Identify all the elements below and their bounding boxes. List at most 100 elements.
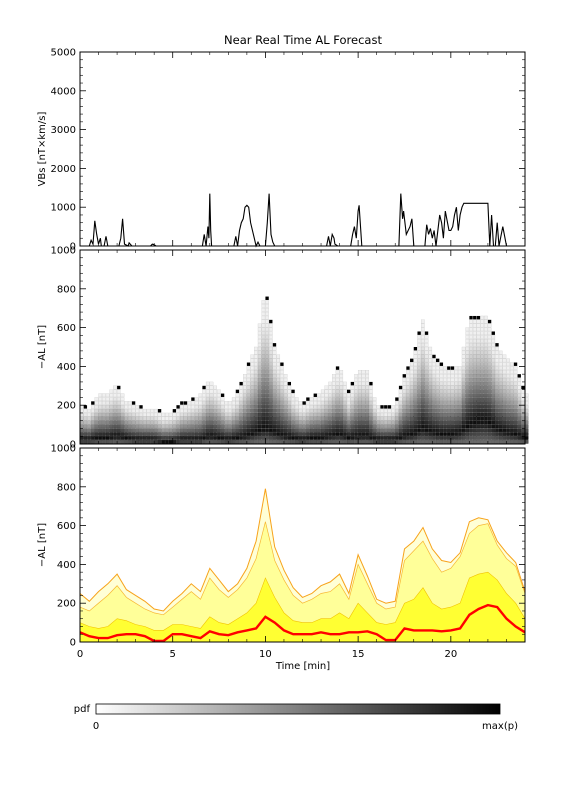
pdf-cell (213, 439, 217, 444)
pdf-cell (243, 408, 247, 413)
pdf-cell (320, 436, 325, 440)
pdf-cell (116, 416, 121, 421)
pdf-cell (165, 412, 169, 417)
pdf-cell (198, 428, 203, 433)
pdf-cell (361, 389, 366, 394)
pdf-cell (472, 362, 477, 367)
pdf-cell (87, 439, 91, 444)
pdf-cell (124, 416, 128, 421)
pdf-cell (116, 397, 121, 402)
pdf-cell (317, 401, 321, 405)
pdf-cell (521, 412, 525, 417)
pdf-cell (261, 393, 266, 398)
pdf-cell (417, 374, 421, 378)
wide-band-line (79, 521, 526, 616)
pdf-cell (406, 436, 410, 440)
pdf-cell (205, 385, 210, 390)
pdf-cell (265, 335, 269, 339)
pdf-cell (350, 436, 355, 440)
pdf-cell (458, 381, 462, 386)
pdf-cell (487, 405, 492, 409)
pdf-cell (413, 424, 418, 429)
pdf-cell (484, 416, 488, 421)
pdf-cell (335, 389, 340, 394)
pdf-cell (198, 432, 203, 436)
pdf-cell (268, 393, 273, 398)
pdf-cell (469, 432, 473, 436)
pdf-cell (406, 385, 410, 390)
pdf-cell (502, 366, 507, 370)
pdf-cell (435, 424, 440, 429)
pdf-cell (380, 436, 384, 440)
pdf-cell (161, 420, 166, 425)
pdf-cell (291, 428, 295, 433)
pdf-cell (443, 424, 447, 429)
pdf-cell (465, 346, 470, 351)
pdf-cell (257, 408, 262, 413)
pdf-cell (94, 420, 99, 425)
pdf-cell (510, 362, 514, 367)
pdf-cell (168, 439, 173, 444)
pdf-cell (291, 408, 295, 413)
pdf-cell (421, 385, 425, 390)
pdf-cell (254, 393, 258, 398)
pdf-cell (469, 385, 473, 390)
pdf-cell (417, 385, 421, 390)
pdf-cell (183, 432, 188, 436)
pdf-cell (261, 339, 266, 343)
pdf-cell (413, 428, 418, 433)
pdf-cell (428, 439, 433, 444)
pdf-cell (254, 374, 258, 378)
pdf-cell (480, 439, 484, 444)
pdf-cell (120, 420, 125, 425)
pdf-cell (243, 389, 247, 394)
pdf-cell (302, 416, 306, 421)
pdf-cell (387, 428, 392, 433)
pdf-cell (472, 416, 477, 421)
pdf-cell (168, 428, 173, 433)
pdf-cell (306, 405, 310, 409)
pdf-cell (476, 408, 481, 413)
pdf-cell (383, 412, 388, 417)
pdf-cell (105, 416, 110, 421)
pdf-cell (317, 432, 321, 436)
pdf-cell (139, 416, 143, 421)
pdf-cell (194, 405, 199, 409)
pdf-cell (276, 362, 281, 367)
pdf-cell (380, 424, 384, 429)
pdf-cell (320, 401, 325, 405)
pdf-cell (250, 366, 255, 370)
pdf-cell (383, 432, 388, 436)
pdf-cell (217, 424, 221, 429)
pdf-cell (187, 432, 192, 436)
pdf-cell (484, 354, 488, 359)
pdf-cell (421, 358, 425, 363)
pdf-cell (458, 370, 462, 374)
pdf-cell (354, 412, 358, 417)
pdf-cell (135, 436, 140, 440)
pdf-cell (454, 401, 459, 405)
pdf-cell (165, 428, 169, 433)
pdf-cell (94, 428, 99, 433)
pdf-cell (280, 428, 284, 433)
pdf-cell (246, 366, 251, 370)
pdf-cell (113, 416, 117, 421)
y-tick-label: 600 (57, 323, 76, 334)
pdf-cell (306, 412, 310, 417)
pdf-cell (102, 401, 106, 405)
pdf-cell (168, 432, 173, 436)
pdf-cell (224, 405, 229, 409)
pdf-cell (417, 420, 421, 425)
pdf-cell (268, 397, 273, 402)
pdf-cell (113, 385, 117, 390)
pdf-cell (495, 405, 499, 409)
pdf-cell (461, 354, 466, 359)
pdf-cell (361, 405, 366, 409)
pdf-cell (428, 416, 433, 421)
pdf-cell (257, 405, 262, 409)
pdf-cell (90, 439, 95, 444)
pdf-cell (461, 370, 466, 374)
pdf-cell (432, 424, 436, 429)
pdf-cell (317, 439, 321, 444)
pdf-cell (424, 401, 429, 405)
